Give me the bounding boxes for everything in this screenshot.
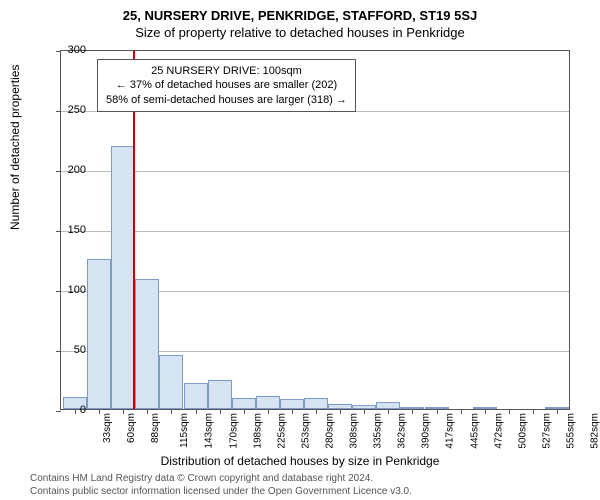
x-tick-label: 115sqm <box>179 413 190 448</box>
y-tick-label: 50 <box>56 344 86 356</box>
x-tick-mark <box>412 409 413 414</box>
x-tick-mark <box>557 409 558 414</box>
x-tick-label: 143sqm <box>204 413 215 449</box>
chart-plot-area: 33sqm60sqm88sqm115sqm143sqm170sqm198sqm2… <box>60 50 570 410</box>
x-tick-mark <box>268 409 269 414</box>
y-tick-label: 150 <box>56 224 86 236</box>
histogram-bar <box>87 259 111 409</box>
x-tick-label: 555sqm <box>565 413 576 449</box>
x-tick-mark <box>147 409 148 414</box>
y-tick-label: 200 <box>56 164 86 176</box>
x-tick-label: 280sqm <box>324 413 335 449</box>
histogram-bar <box>280 399 304 409</box>
x-tick-mark <box>316 409 317 414</box>
x-tick-label: 390sqm <box>421 413 432 449</box>
infobox-line: 25 NURSERY DRIVE: 100sqm <box>106 64 347 78</box>
histogram-bar <box>111 146 135 409</box>
grid-line <box>61 171 569 172</box>
x-tick-label: 417sqm <box>445 413 456 449</box>
y-axis-label: Number of detached properties <box>8 65 22 230</box>
y-tick-label: 0 <box>56 404 86 416</box>
x-tick-mark <box>388 409 389 414</box>
x-tick-mark <box>461 409 462 414</box>
x-tick-label: 253sqm <box>300 413 311 449</box>
histogram-bar <box>208 380 232 409</box>
x-tick-label: 170sqm <box>228 413 239 449</box>
x-tick-mark <box>340 409 341 414</box>
histogram-bar <box>304 398 328 409</box>
x-tick-mark <box>99 409 100 414</box>
x-tick-mark <box>533 409 534 414</box>
x-tick-mark <box>220 409 221 414</box>
y-tick-label: 250 <box>56 104 86 116</box>
x-tick-label: 445sqm <box>469 413 480 449</box>
footer-line-1: Contains HM Land Registry data © Crown c… <box>30 472 412 485</box>
histogram-bar <box>135 279 159 409</box>
x-tick-label: 472sqm <box>493 413 504 449</box>
footer-attribution: Contains HM Land Registry data © Crown c… <box>30 472 412 498</box>
histogram-bar <box>159 355 183 409</box>
infobox-line: 58% of semi-detached houses are larger (… <box>106 93 347 107</box>
x-tick-mark <box>485 409 486 414</box>
footer-line-2: Contains public sector information licen… <box>30 485 412 498</box>
x-tick-label: 362sqm <box>397 413 408 449</box>
x-tick-mark <box>509 409 510 414</box>
histogram-bar <box>376 402 400 409</box>
x-tick-label: 335sqm <box>373 413 384 449</box>
x-tick-mark <box>292 409 293 414</box>
x-tick-mark <box>171 409 172 414</box>
x-tick-label: 225sqm <box>276 413 287 449</box>
x-tick-label: 88sqm <box>150 413 161 443</box>
chart-subtitle: Size of property relative to detached ho… <box>0 23 600 40</box>
x-axis-label: Distribution of detached houses by size … <box>0 454 600 468</box>
grid-line <box>61 231 569 232</box>
x-tick-label: 60sqm <box>126 413 137 443</box>
histogram-bar <box>184 383 208 409</box>
x-tick-label: 198sqm <box>252 413 263 449</box>
x-tick-label: 308sqm <box>349 413 360 449</box>
infobox-line: ← 37% of detached houses are smaller (20… <box>106 78 347 92</box>
x-tick-mark <box>244 409 245 414</box>
histogram-bar <box>232 398 256 409</box>
x-tick-mark <box>123 409 124 414</box>
x-tick-label: 500sqm <box>517 413 528 449</box>
x-tick-mark <box>437 409 438 414</box>
x-tick-label: 582sqm <box>590 413 600 449</box>
x-tick-mark <box>196 409 197 414</box>
x-tick-label: 527sqm <box>541 413 552 449</box>
address-title: 25, NURSERY DRIVE, PENKRIDGE, STAFFORD, … <box>0 0 600 23</box>
x-tick-label: 33sqm <box>102 413 113 443</box>
x-tick-mark <box>364 409 365 414</box>
histogram-bar <box>256 396 280 409</box>
property-info-box: 25 NURSERY DRIVE: 100sqm← 37% of detache… <box>97 59 356 112</box>
y-tick-label: 100 <box>56 284 86 296</box>
y-tick-label: 300 <box>56 44 86 56</box>
